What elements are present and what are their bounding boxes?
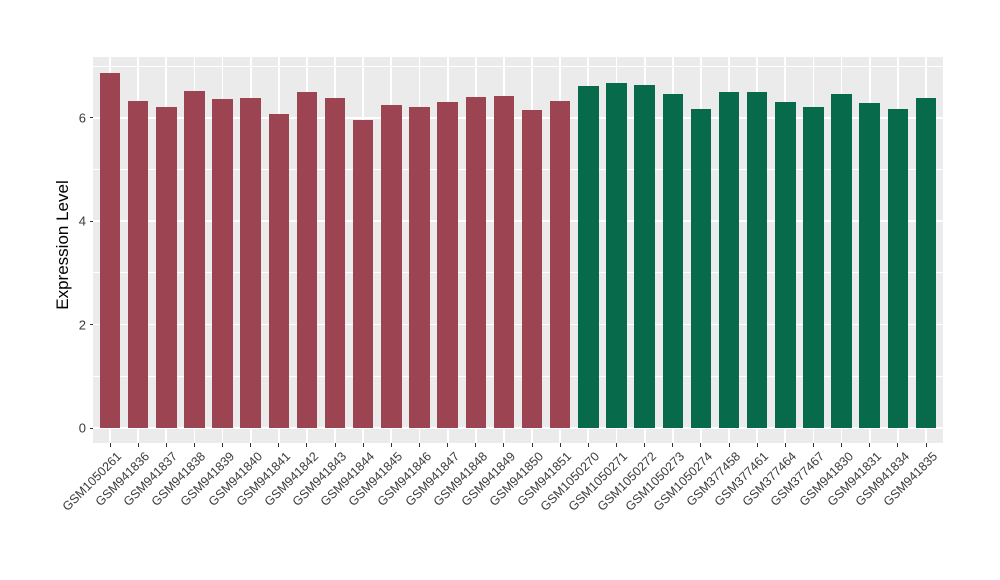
x-tick (756, 443, 758, 447)
minor-gridline (93, 375, 943, 377)
x-tick (362, 443, 364, 447)
x-tick (644, 443, 646, 447)
bar (99, 73, 121, 428)
y-tick-label: 6 (78, 110, 86, 126)
major-gridline (93, 116, 943, 119)
bar (606, 83, 627, 428)
x-tick (109, 443, 111, 447)
x-tick (334, 443, 336, 447)
major-gridline (93, 427, 943, 429)
bar (915, 98, 937, 428)
x-tick (137, 443, 139, 447)
x-tick (925, 443, 927, 447)
x-tick (165, 443, 167, 447)
x-tick (278, 443, 280, 447)
x-tick (559, 443, 561, 447)
x-tick (250, 443, 252, 447)
x-tick (812, 443, 814, 447)
y-tick-label: 4 (78, 213, 86, 229)
bar (184, 90, 205, 428)
x-tick (672, 443, 674, 447)
bar (634, 85, 655, 428)
x-tick (222, 443, 224, 447)
x-tick (897, 443, 899, 447)
y-axis-title: Expression Level (53, 180, 72, 310)
bar (662, 94, 683, 428)
bar (775, 101, 796, 428)
bar (549, 100, 571, 428)
x-tick (869, 443, 871, 447)
bar (352, 119, 374, 428)
bar (690, 108, 712, 428)
minor-gridline (93, 65, 943, 67)
plot-panel (93, 57, 943, 443)
x-tick (447, 443, 449, 447)
bar (156, 106, 177, 428)
bar (521, 110, 543, 428)
y-tick (89, 427, 93, 429)
bar (746, 91, 768, 428)
x-tick (784, 443, 786, 447)
bar (437, 101, 458, 428)
bar (718, 92, 740, 428)
x-tick (193, 443, 195, 447)
bar (212, 98, 233, 428)
x-tick (306, 443, 308, 447)
bar (409, 106, 430, 428)
bar (859, 102, 880, 428)
bar (465, 96, 487, 428)
bar (240, 97, 261, 428)
x-tick (419, 443, 421, 447)
bar (127, 101, 149, 428)
bar (381, 105, 402, 428)
major-gridline (93, 323, 943, 326)
bar (268, 114, 290, 428)
y-tick (89, 117, 93, 119)
y-tick-label: 2 (78, 317, 86, 333)
x-tick (475, 443, 477, 447)
bar (831, 94, 852, 428)
major-gridline (93, 220, 943, 223)
y-tick (89, 220, 93, 222)
x-tick (841, 443, 843, 447)
x-tick (615, 443, 617, 447)
bar (887, 109, 909, 428)
x-tick (700, 443, 702, 447)
x-tick (503, 443, 505, 447)
x-tick (531, 443, 533, 447)
bar (296, 92, 318, 428)
bar (578, 85, 599, 428)
y-tick (89, 324, 93, 326)
x-tick (587, 443, 589, 447)
bar (493, 95, 515, 428)
y-tick-label: 0 (78, 420, 86, 436)
minor-gridline (93, 168, 943, 170)
x-tick (390, 443, 392, 447)
x-tick (728, 443, 730, 447)
bar (324, 98, 346, 428)
bar (803, 107, 824, 428)
minor-gridline (93, 272, 943, 274)
